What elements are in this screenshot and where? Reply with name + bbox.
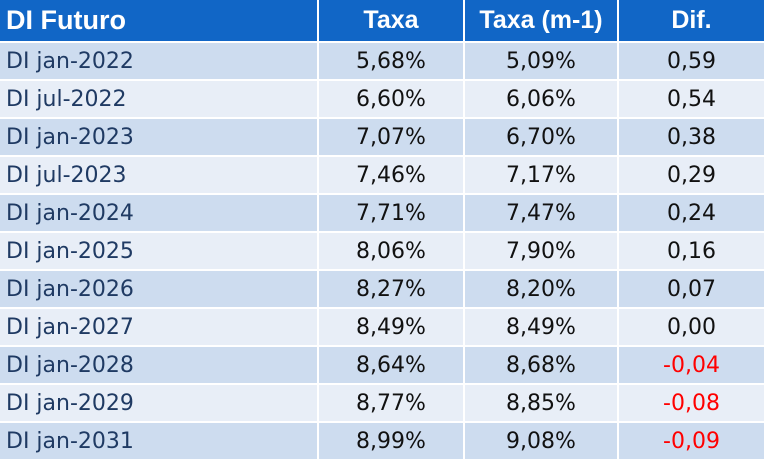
row-taxa-cell: 7,46% — [318, 156, 465, 195]
table-row: DI jan-2022 5,68% 5,09% 0,59 — [0, 42, 764, 81]
row-taxa-cell: 6,60% — [318, 80, 465, 119]
row-taxa-m1-cell: 8,85% — [464, 384, 619, 423]
row-taxa-cell: 8,06% — [318, 232, 465, 271]
row-taxa-cell: 8,77% — [318, 384, 465, 423]
row-taxa-m1-cell: 7,17% — [464, 156, 619, 195]
table-row: DI jan-2031 8,99% 9,08% -0,09 — [0, 422, 764, 461]
row-name-cell: DI jan-2024 — [0, 194, 319, 233]
row-taxa-m1-cell: 9,08% — [464, 422, 619, 461]
row-taxa-m1-cell: 8,20% — [464, 270, 619, 309]
table-row: DI jan-2024 7,71% 7,47% 0,24 — [0, 194, 764, 233]
row-taxa-cell: 5,68% — [318, 42, 465, 81]
row-name-cell: DI jan-2023 — [0, 118, 319, 157]
row-name-cell: DI jul-2023 — [0, 156, 319, 195]
row-taxa-m1-cell: 5,09% — [464, 42, 619, 81]
row-taxa-m1-cell: 6,70% — [464, 118, 619, 157]
row-name-cell: DI jan-2025 — [0, 232, 319, 271]
row-dif-cell: -0,04 — [618, 346, 764, 385]
table-row: DI jul-2022 6,60% 6,06% 0,54 — [0, 80, 764, 119]
header-dif: Dif. — [618, 0, 764, 43]
row-taxa-cell: 8,49% — [318, 308, 465, 347]
row-dif-cell: 0,16 — [618, 232, 764, 271]
row-taxa-m1-cell: 6,06% — [464, 80, 619, 119]
row-name-cell: DI jan-2028 — [0, 346, 319, 385]
row-name-cell: DI jan-2029 — [0, 384, 319, 423]
row-name-cell: DI jul-2022 — [0, 80, 319, 119]
row-dif-cell: 0,24 — [618, 194, 764, 233]
row-dif-cell: -0,09 — [618, 422, 764, 461]
header-taxa-m1: Taxa (m-1) — [464, 0, 619, 43]
row-name-cell: DI jan-2031 — [0, 422, 319, 461]
table-row: DI jan-2026 8,27% 8,20% 0,07 — [0, 270, 764, 309]
row-dif-cell: 0,54 — [618, 80, 764, 119]
row-taxa-cell: 7,07% — [318, 118, 465, 157]
row-taxa-m1-cell: 8,49% — [464, 308, 619, 347]
row-taxa-cell: 7,71% — [318, 194, 465, 233]
row-taxa-m1-cell: 7,90% — [464, 232, 619, 271]
table-header-row: DI Futuro Taxa Taxa (m-1) Dif. — [0, 0, 764, 43]
row-taxa-m1-cell: 7,47% — [464, 194, 619, 233]
table-row: DI jan-2027 8,49% 8,49% 0,00 — [0, 308, 764, 347]
table-body: DI jan-2022 5,68% 5,09% 0,59 DI jul-2022 6,60… — [0, 42, 764, 461]
table-row: DI jan-2029 8,77% 8,85% -0,08 — [0, 384, 764, 423]
row-taxa-cell: 8,27% — [318, 270, 465, 309]
row-name-cell: DI jan-2027 — [0, 308, 319, 347]
row-name-cell: DI jan-2022 — [0, 42, 319, 81]
table-row: DI jul-2023 7,46% 7,17% 0,29 — [0, 156, 764, 195]
table-row: DI jan-2025 8,06% 7,90% 0,16 — [0, 232, 764, 271]
row-taxa-cell: 8,99% — [318, 422, 465, 461]
row-dif-cell: 0,59 — [618, 42, 764, 81]
row-dif-cell: 0,07 — [618, 270, 764, 309]
row-dif-cell: 0,29 — [618, 156, 764, 195]
row-name-cell: DI jan-2026 — [0, 270, 319, 309]
header-taxa: Taxa — [318, 0, 465, 43]
row-taxa-m1-cell: 8,68% — [464, 346, 619, 385]
header-di-futuro: DI Futuro — [0, 0, 319, 43]
row-dif-cell: -0,08 — [618, 384, 764, 423]
table-row: DI jan-2028 8,64% 8,68% -0,04 — [0, 346, 764, 385]
row-dif-cell: 0,38 — [618, 118, 764, 157]
row-dif-cell: 0,00 — [618, 308, 764, 347]
table-row: DI jan-2023 7,07% 6,70% 0,38 — [0, 118, 764, 157]
row-taxa-cell: 8,64% — [318, 346, 465, 385]
